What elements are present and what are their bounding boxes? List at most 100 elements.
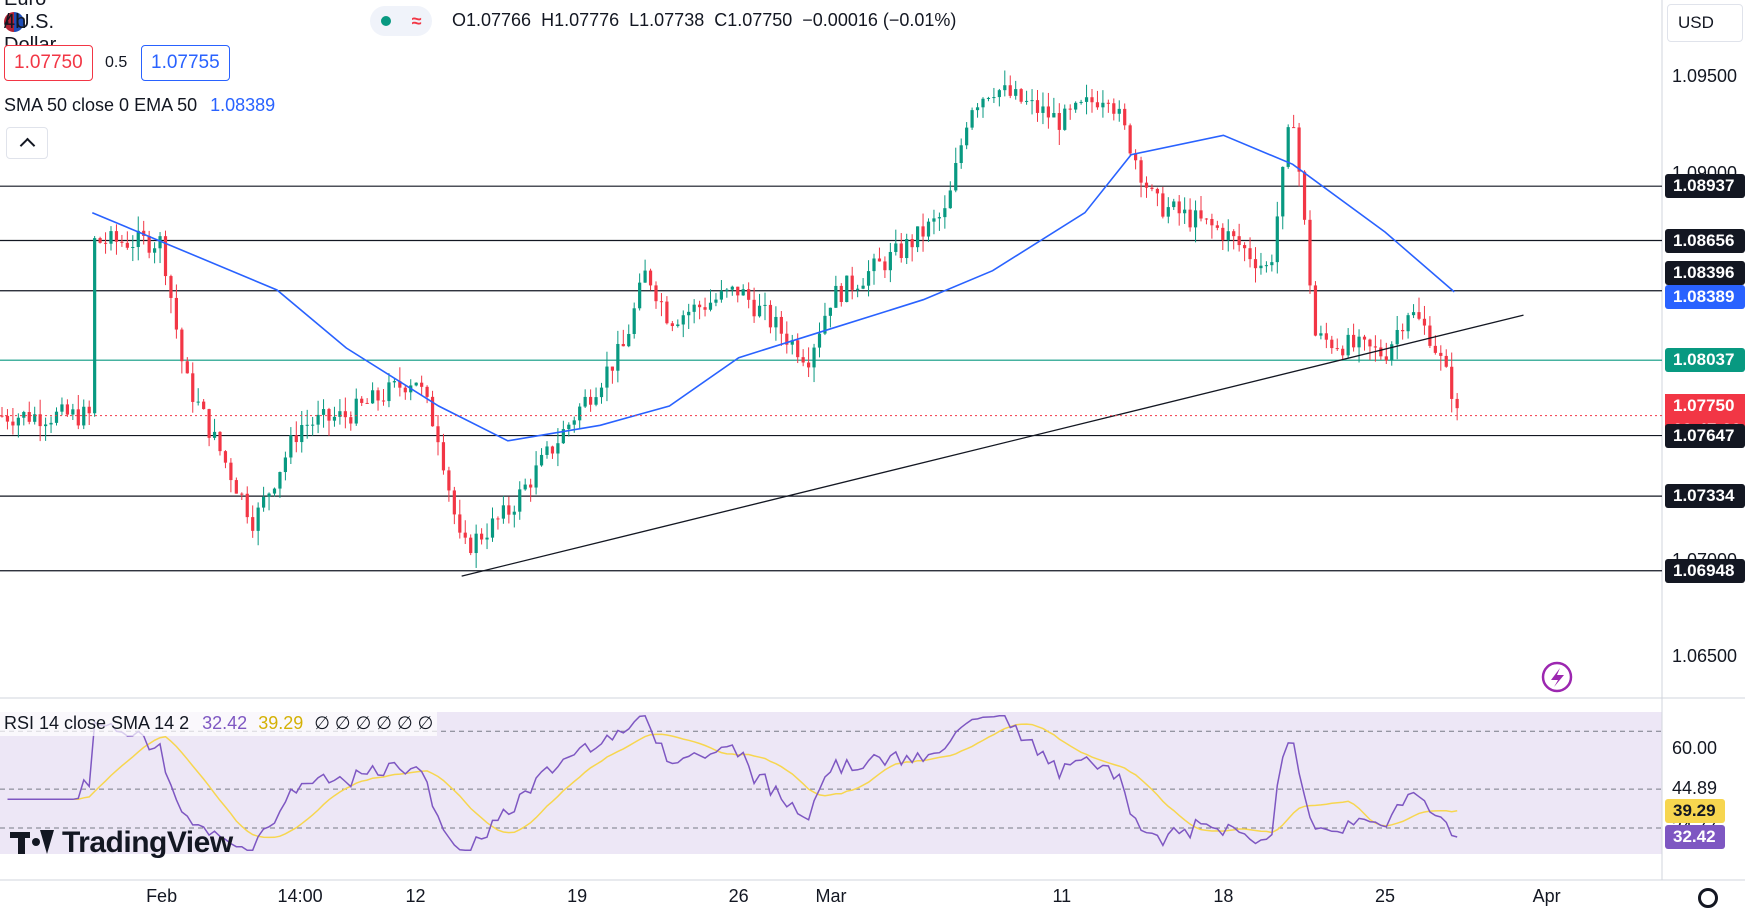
candle-body[interactable]	[256, 507, 260, 531]
candle-body[interactable]	[125, 242, 129, 248]
candle-body[interactable]	[251, 517, 255, 531]
candle-body[interactable]	[305, 424, 309, 426]
candle-body[interactable]	[583, 396, 587, 407]
candle-body[interactable]	[174, 297, 178, 330]
candle-body[interactable]	[1210, 218, 1214, 226]
candle-body[interactable]	[1139, 160, 1143, 183]
candle-body[interactable]	[823, 315, 827, 334]
candle-body[interactable]	[747, 289, 751, 300]
candle-body[interactable]	[1226, 231, 1230, 241]
candle-body[interactable]	[856, 288, 860, 290]
candle-body[interactable]	[1112, 103, 1116, 114]
candle-body[interactable]	[54, 411, 59, 423]
candle-body[interactable]	[916, 226, 920, 248]
candle-body[interactable]	[512, 511, 516, 515]
candle-body[interactable]	[807, 362, 811, 368]
candle-body[interactable]	[485, 537, 489, 540]
candle-body[interactable]	[169, 276, 173, 298]
candle-body[interactable]	[1041, 106, 1045, 113]
candle-body[interactable]	[725, 289, 729, 291]
candle-body[interactable]	[539, 454, 544, 466]
candle-body[interactable]	[185, 361, 189, 374]
candle-body[interactable]	[1128, 125, 1132, 154]
candle-body[interactable]	[943, 208, 947, 218]
candle-body[interactable]	[158, 236, 162, 249]
candle-body[interactable]	[1215, 225, 1219, 228]
candle-body[interactable]	[76, 409, 80, 426]
candle-body[interactable]	[33, 414, 37, 422]
candle-body[interactable]	[387, 382, 391, 402]
candle-body[interactable]	[1335, 348, 1339, 350]
candle-body[interactable]	[234, 480, 238, 494]
candle-body[interactable]	[1079, 101, 1083, 103]
candle-body[interactable]	[1199, 210, 1203, 219]
candle-body[interactable]	[1368, 339, 1372, 347]
candle-body[interactable]	[605, 366, 609, 388]
candle-body[interactable]	[240, 493, 244, 495]
collapse-legend-button[interactable]	[6, 127, 48, 159]
candle-body[interactable]	[1188, 209, 1192, 228]
candle-body[interactable]	[986, 97, 991, 99]
candle-body[interactable]	[1308, 219, 1312, 286]
candle-body[interactable]	[1373, 346, 1377, 348]
sell-price-button[interactable]: 1.07750	[4, 45, 93, 81]
candle-body[interactable]	[578, 406, 582, 421]
candle-body[interactable]	[681, 315, 685, 325]
candle-body[interactable]	[218, 431, 222, 452]
candle-body[interactable]	[736, 286, 740, 296]
candle-body[interactable]	[311, 424, 315, 426]
lightning-icon-circle[interactable]	[1541, 661, 1573, 693]
buy-price-button[interactable]: 1.07755	[141, 45, 230, 81]
candle-body[interactable]	[1341, 348, 1345, 356]
candle-body[interactable]	[1357, 336, 1361, 348]
candle-body[interactable]	[932, 218, 936, 222]
candle-body[interactable]	[452, 490, 456, 515]
candle-body[interactable]	[1417, 312, 1421, 319]
candle-body[interactable]	[610, 366, 614, 371]
candle-body[interactable]	[1074, 102, 1078, 110]
candle-body[interactable]	[474, 533, 478, 554]
candle-body[interactable]	[1286, 127, 1290, 167]
candle-body[interactable]	[109, 231, 113, 244]
candle-body[interactable]	[376, 390, 380, 401]
candle-body[interactable]	[1144, 182, 1149, 188]
candle-body[interactable]	[1057, 113, 1061, 130]
candle-body[interactable]	[414, 382, 418, 386]
candle-body[interactable]	[1313, 285, 1318, 336]
candle-body[interactable]	[1204, 218, 1209, 220]
candle-body[interactable]	[44, 424, 48, 427]
candle-body[interactable]	[529, 484, 533, 488]
candle-body[interactable]	[899, 243, 903, 259]
candle-body[interactable]	[1063, 108, 1067, 130]
candle-body[interactable]	[223, 451, 228, 463]
candle-body[interactable]	[1395, 329, 1399, 345]
candle-body[interactable]	[992, 97, 996, 99]
candle-body[interactable]	[741, 289, 745, 296]
candle-body[interactable]	[872, 258, 876, 272]
candle-body[interactable]	[458, 514, 462, 533]
candle-body[interactable]	[343, 411, 347, 418]
candle-body[interactable]	[616, 343, 620, 371]
candle-body[interactable]	[278, 472, 282, 489]
candle-body[interactable]	[632, 308, 636, 334]
candle-body[interactable]	[98, 238, 102, 243]
candle-body[interactable]	[1155, 188, 1159, 194]
candle-body[interactable]	[866, 271, 871, 286]
candle-body[interactable]	[877, 258, 882, 262]
candle-body[interactable]	[5, 415, 10, 422]
candle-body[interactable]	[959, 145, 963, 164]
candle-body[interactable]	[719, 290, 723, 300]
candle-body[interactable]	[245, 493, 249, 518]
candle-body[interactable]	[1232, 231, 1236, 237]
candle-body[interactable]	[441, 442, 446, 471]
candle-body[interactable]	[321, 409, 326, 415]
lightning-icon[interactable]	[1551, 668, 1564, 687]
market-status[interactable]: ≈	[370, 6, 432, 36]
candle-body[interactable]	[948, 190, 952, 209]
candle-body[interactable]	[191, 373, 195, 402]
candle-body[interactable]	[954, 163, 958, 191]
candle-body[interactable]	[550, 446, 555, 454]
candle-body[interactable]	[1193, 210, 1198, 228]
candle-body[interactable]	[65, 404, 69, 415]
candle-body[interactable]	[381, 400, 386, 402]
